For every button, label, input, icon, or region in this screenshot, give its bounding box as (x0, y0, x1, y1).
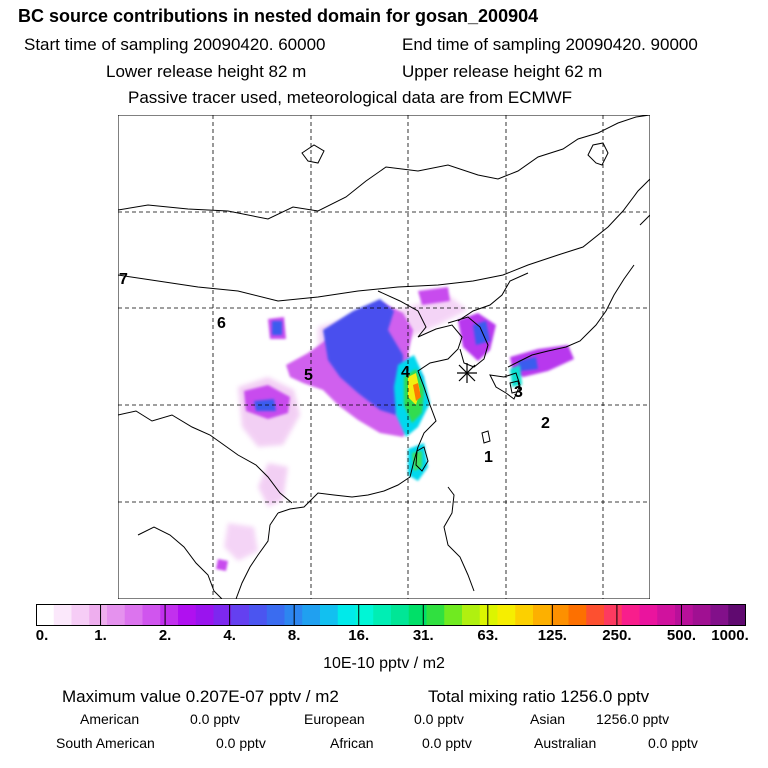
colorbar-cell (515, 604, 534, 626)
coastlines (118, 115, 650, 599)
end-time-label: End time of sampling 20090420. 90000 (402, 35, 698, 54)
african-label: African (330, 735, 374, 751)
colorbar-cell (657, 604, 676, 626)
colorbar-cell (284, 604, 303, 626)
colorbar-cell (391, 604, 410, 626)
colorbar-dividers (100, 604, 682, 626)
colorbar-cell (692, 604, 711, 626)
colorbar-cell (213, 604, 232, 626)
colorbar-cell (373, 604, 392, 626)
plume-orange-core (413, 383, 421, 401)
colorbar (36, 604, 746, 626)
chart-title: BC source contributions in nested domain… (18, 6, 539, 26)
region-label-6: 6 (217, 315, 226, 332)
colorbar-cell (462, 604, 481, 626)
total-mixing-ratio-label: Total mixing ratio 1256.0 pptv (428, 687, 650, 706)
australian-label: Australian (534, 735, 597, 751)
upper-height-label: Upper release height 62 m (402, 62, 603, 81)
region-label-5: 5 (304, 367, 313, 384)
asian-value: 1256.0 pptv (596, 711, 670, 727)
colorbar-cell (71, 604, 90, 626)
european-value: 0.0 pptv (414, 711, 464, 727)
colorbar-tick-label: 0. (35, 627, 49, 644)
south-american-value: 0.0 pptv (216, 735, 266, 751)
colorbar-tick-label: 31. (412, 627, 434, 644)
american-label: American (80, 711, 140, 727)
colorbar-cell (337, 604, 356, 626)
colorbar-cell (266, 604, 285, 626)
lower-height-label: Lower release height 82 m (106, 62, 307, 81)
colorbar-tick-label: 16. (348, 627, 370, 644)
graticule (118, 115, 650, 599)
plume-blue-main (323, 299, 403, 415)
colorbar-cell (408, 604, 427, 626)
colorbar-tick-label: 1. (94, 627, 107, 644)
colorbar-cell (178, 604, 197, 626)
colorbar-cell (444, 604, 463, 626)
colorbar-unit-label: 10E-10 pptv / m2 (323, 655, 445, 672)
colorbar-cell (497, 604, 516, 626)
colorbar-cell (479, 604, 498, 626)
colorbar-cell (426, 604, 445, 626)
region-label-7: 7 (119, 271, 128, 288)
colorbar-cell (355, 604, 374, 626)
receptor-asterisk-icon (457, 363, 477, 383)
colorbar-cell (89, 604, 108, 626)
colorbar-cell (36, 604, 55, 626)
colorbar-cell (302, 604, 321, 626)
colorbar-cell (550, 604, 569, 626)
south-american-label: South American (56, 735, 155, 751)
colorbar-cell (710, 604, 729, 626)
colorbar-cell (621, 604, 640, 626)
european-label: European (304, 711, 365, 727)
colorbar-cell (53, 604, 72, 626)
colorbar-cell (320, 604, 339, 626)
plume-green-south (412, 451, 422, 471)
australian-value: 0.0 pptv (648, 735, 698, 751)
region-label-3: 3 (514, 384, 523, 401)
region-label-4: 4 (401, 364, 410, 381)
asian-label: Asian (530, 711, 566, 727)
colorbar-cell (728, 604, 746, 626)
start-time-label: Start time of sampling 20090420. 60000 (24, 35, 326, 54)
colorbar-frame (36, 604, 746, 626)
colorbar-cell (604, 604, 623, 626)
colorbar-tick-label: 500. (666, 627, 697, 644)
american-value: 0.0 pptv (190, 711, 240, 727)
colorbar-cell (533, 604, 552, 626)
colorbar-cell (568, 604, 587, 626)
region-label-2: 2 (541, 415, 550, 432)
colorbar-cell (107, 604, 126, 626)
colorbar-cell (249, 604, 268, 626)
colorbar-tick-label: 1000. (711, 627, 749, 644)
colorbar-cell (231, 604, 250, 626)
colorbar-cell (639, 604, 658, 626)
colorbar-tick-label: 4. (223, 627, 236, 644)
colorbar-tick-label: 63. (477, 627, 499, 644)
max-value-label: Maximum value 0.207E-07 pptv / m2 (62, 687, 339, 706)
african-value: 0.0 pptv (422, 735, 472, 751)
colorbar-cells (36, 604, 746, 626)
plume-light-indochina (224, 523, 258, 561)
region-labels: 1 2 3 4 5 6 7 (119, 271, 550, 466)
colorbar-tick-label: 125. (537, 627, 567, 644)
colorbar-cell (124, 604, 143, 626)
region-label-1: 1 (484, 449, 493, 466)
colorbar-cell (675, 604, 694, 626)
colorbar-tick-label: 250. (602, 627, 632, 644)
colorbar-cell (586, 604, 605, 626)
colorbar-cell (142, 604, 161, 626)
colorbar-tick-label: 2. (158, 627, 172, 644)
colorbar-cell (160, 604, 179, 626)
colorbar-tick-label: 8. (287, 627, 301, 644)
tracer-note: Passive tracer used, meteorological data… (128, 88, 573, 107)
source-map: 1 2 3 4 5 6 7 (118, 115, 650, 599)
colorbar-cell (195, 604, 214, 626)
